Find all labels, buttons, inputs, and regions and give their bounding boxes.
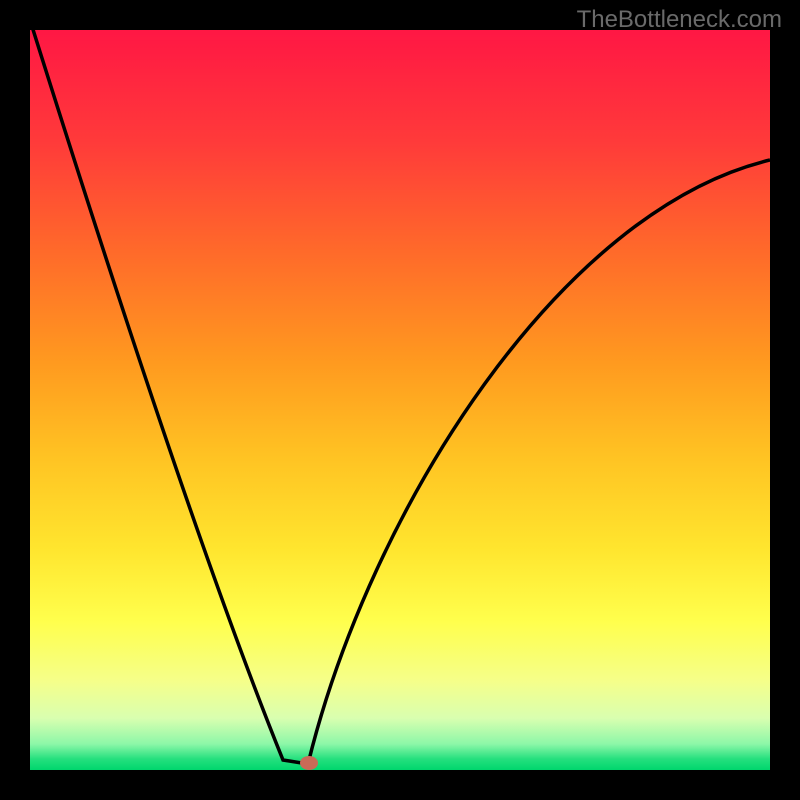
plot-area bbox=[30, 30, 770, 770]
gradient-background bbox=[30, 30, 770, 770]
minimum-marker bbox=[300, 756, 318, 770]
bottleneck-chart bbox=[30, 30, 770, 770]
